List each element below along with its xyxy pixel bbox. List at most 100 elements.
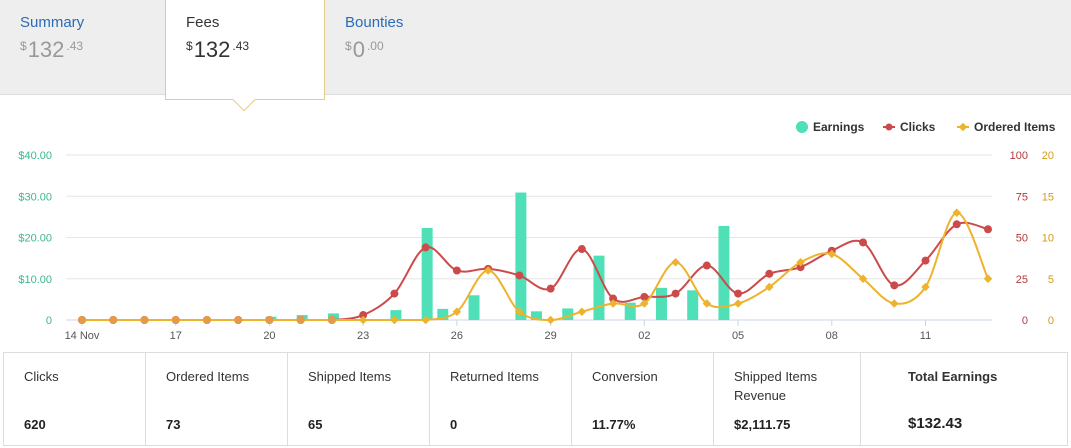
x-tick-label: 05 [732,330,744,342]
stat-shipped-revenue: Shipped Items Revenue $2,111.75 [714,353,861,445]
stat-ordered-items-label: Ordered Items [166,369,250,384]
tab-bounties-cents: .00 [366,39,384,53]
stat-total-earnings-value: $132.43 [908,415,963,432]
ordered-items-point [640,299,649,308]
y-left-tick-label: 0 [46,315,52,327]
stat-shipped-revenue-label: Shipped Items Revenue [734,369,818,403]
tab-fees-amount: 132 [193,37,231,62]
x-tick-label: 23 [357,330,369,342]
earnings-bar [593,255,605,320]
stat-shipped-items: Shipped Items 65 [288,353,430,445]
tab-bounties-label: Bounties [345,14,404,31]
chart-svg: Earnings Clicks Ordered Items$40.00 100 20$3… [18,120,1056,342]
ordered-items-point [765,282,774,292]
ordered-items-point [358,315,368,325]
ordered-items-point [702,299,712,308]
ordered-items-point [546,315,555,325]
zero-point-overlap [265,316,274,324]
stat-returned-items-value: 0 [450,417,458,432]
legend-label: Clicks [900,120,936,134]
stat-shipped-items-value: 65 [308,417,323,432]
tab-summary-label: Summary [20,14,85,31]
earnings-bar [655,287,667,320]
zero-point-overlap [140,316,149,324]
stat-clicks-label: Clicks [24,369,59,384]
tab-bounties[interactable]: Bounties $ 0 .00 [325,0,485,95]
tab-fees[interactable]: Fees $ 132 .43 [165,0,325,112]
x-tick-label: 20 [263,330,275,342]
clicks-point [921,256,930,265]
ordered-items-line [82,211,989,322]
clicks-point [671,289,680,298]
zero-point-overlap [234,316,243,324]
zero-point-overlap [327,316,336,324]
earnings-bar [390,310,402,320]
stat-total-earnings: Total Earnings $132.43 [861,353,1044,445]
clicks-point [796,263,805,272]
stat-conversion: Conversion 11.77% [572,353,714,445]
y-right-items-tick-label: 15 [1042,191,1054,203]
legend-label: Earnings [813,120,865,134]
ordered-items-point [515,307,524,316]
tab-bounties-amount: 0 [352,37,365,62]
clicks-point [702,261,711,270]
tab-summary-cents: .43 [66,39,84,53]
stat-total-earnings-label: Total Earnings [908,369,998,384]
earnings-bar [624,302,636,320]
earnings-bar [562,308,574,320]
stat-ordered-items-value: 73 [166,417,181,432]
clicks-point [640,292,649,301]
legend-marker-0 [796,121,808,133]
stat-ordered-items: Ordered Items 73 [146,353,288,445]
earnings-bar [468,295,480,320]
y-right-items-tick-label: 20 [1042,150,1054,162]
earnings-bar [437,308,449,320]
earnings-chart: Earnings Clicks Ordered Items $40.00 100 20 $3… [0,96,1071,352]
x-tick-label: 29 [544,330,556,342]
clicks-point [421,243,430,252]
ordered-items-point [671,258,680,267]
ordered-items-point [390,315,399,325]
stat-shipped-items-label: Shipped Items [308,369,392,384]
stat-shipped-revenue-value: $2,111.75 [734,417,791,432]
earnings-bar [687,290,699,320]
tab-summary-amount: 132 [27,37,65,62]
y-right-clicks-tick-label: 75 [1016,191,1028,203]
clicks-point [546,284,555,293]
clicks-point [890,281,899,290]
y-right-clicks-tick-label: 0 [1022,315,1028,327]
y-left-tick-label: $20.00 [18,233,52,245]
y-right-items-tick-label: 5 [1048,274,1054,286]
ordered-items-point [577,307,587,316]
clicks-point [984,225,992,234]
ordered-items-point [983,274,993,283]
tab-summary[interactable]: Summary $ 132 .43 [0,0,165,95]
clicks-point [859,238,868,247]
tab-fees-label: Fees [186,14,220,31]
clicks-point [359,311,368,320]
stats-bar: Clicks 620 Ordered Items 73 Shipped Item… [3,352,1068,446]
stat-returned-items: Returned Items 0 [430,353,572,445]
tab-summary-value: $ 132 .43 [20,37,165,63]
legend-label: Ordered Items [974,120,1056,134]
y-right-clicks-tick-label: 25 [1016,274,1028,286]
zero-point-overlap [109,316,118,324]
x-tick-label: 26 [451,330,463,342]
legend-marker-2 [958,122,968,132]
ordered-items-point [890,299,899,308]
tab-bounties-currency: $ [345,39,352,53]
ordered-items-point [452,307,462,316]
earnings-bar [515,192,527,320]
zero-point-overlap [171,316,180,324]
ordered-items-point [421,315,430,325]
y-right-clicks-tick-label: 100 [1010,150,1028,162]
tab-fees-value: $ 132 .43 [186,37,324,63]
y-right-clicks-tick-label: 50 [1016,233,1028,245]
zero-point-overlap [296,316,305,324]
tab-bar: Summary $ 132 .43 Fees $ 132 .43 Bountie… [0,0,1071,112]
clicks-point [515,271,524,280]
x-tick-label: 02 [638,330,650,342]
tab-fees-cents: .43 [232,39,250,53]
earnings-bar [421,228,433,320]
tab-bounties-value: $ 0 .00 [345,37,485,63]
